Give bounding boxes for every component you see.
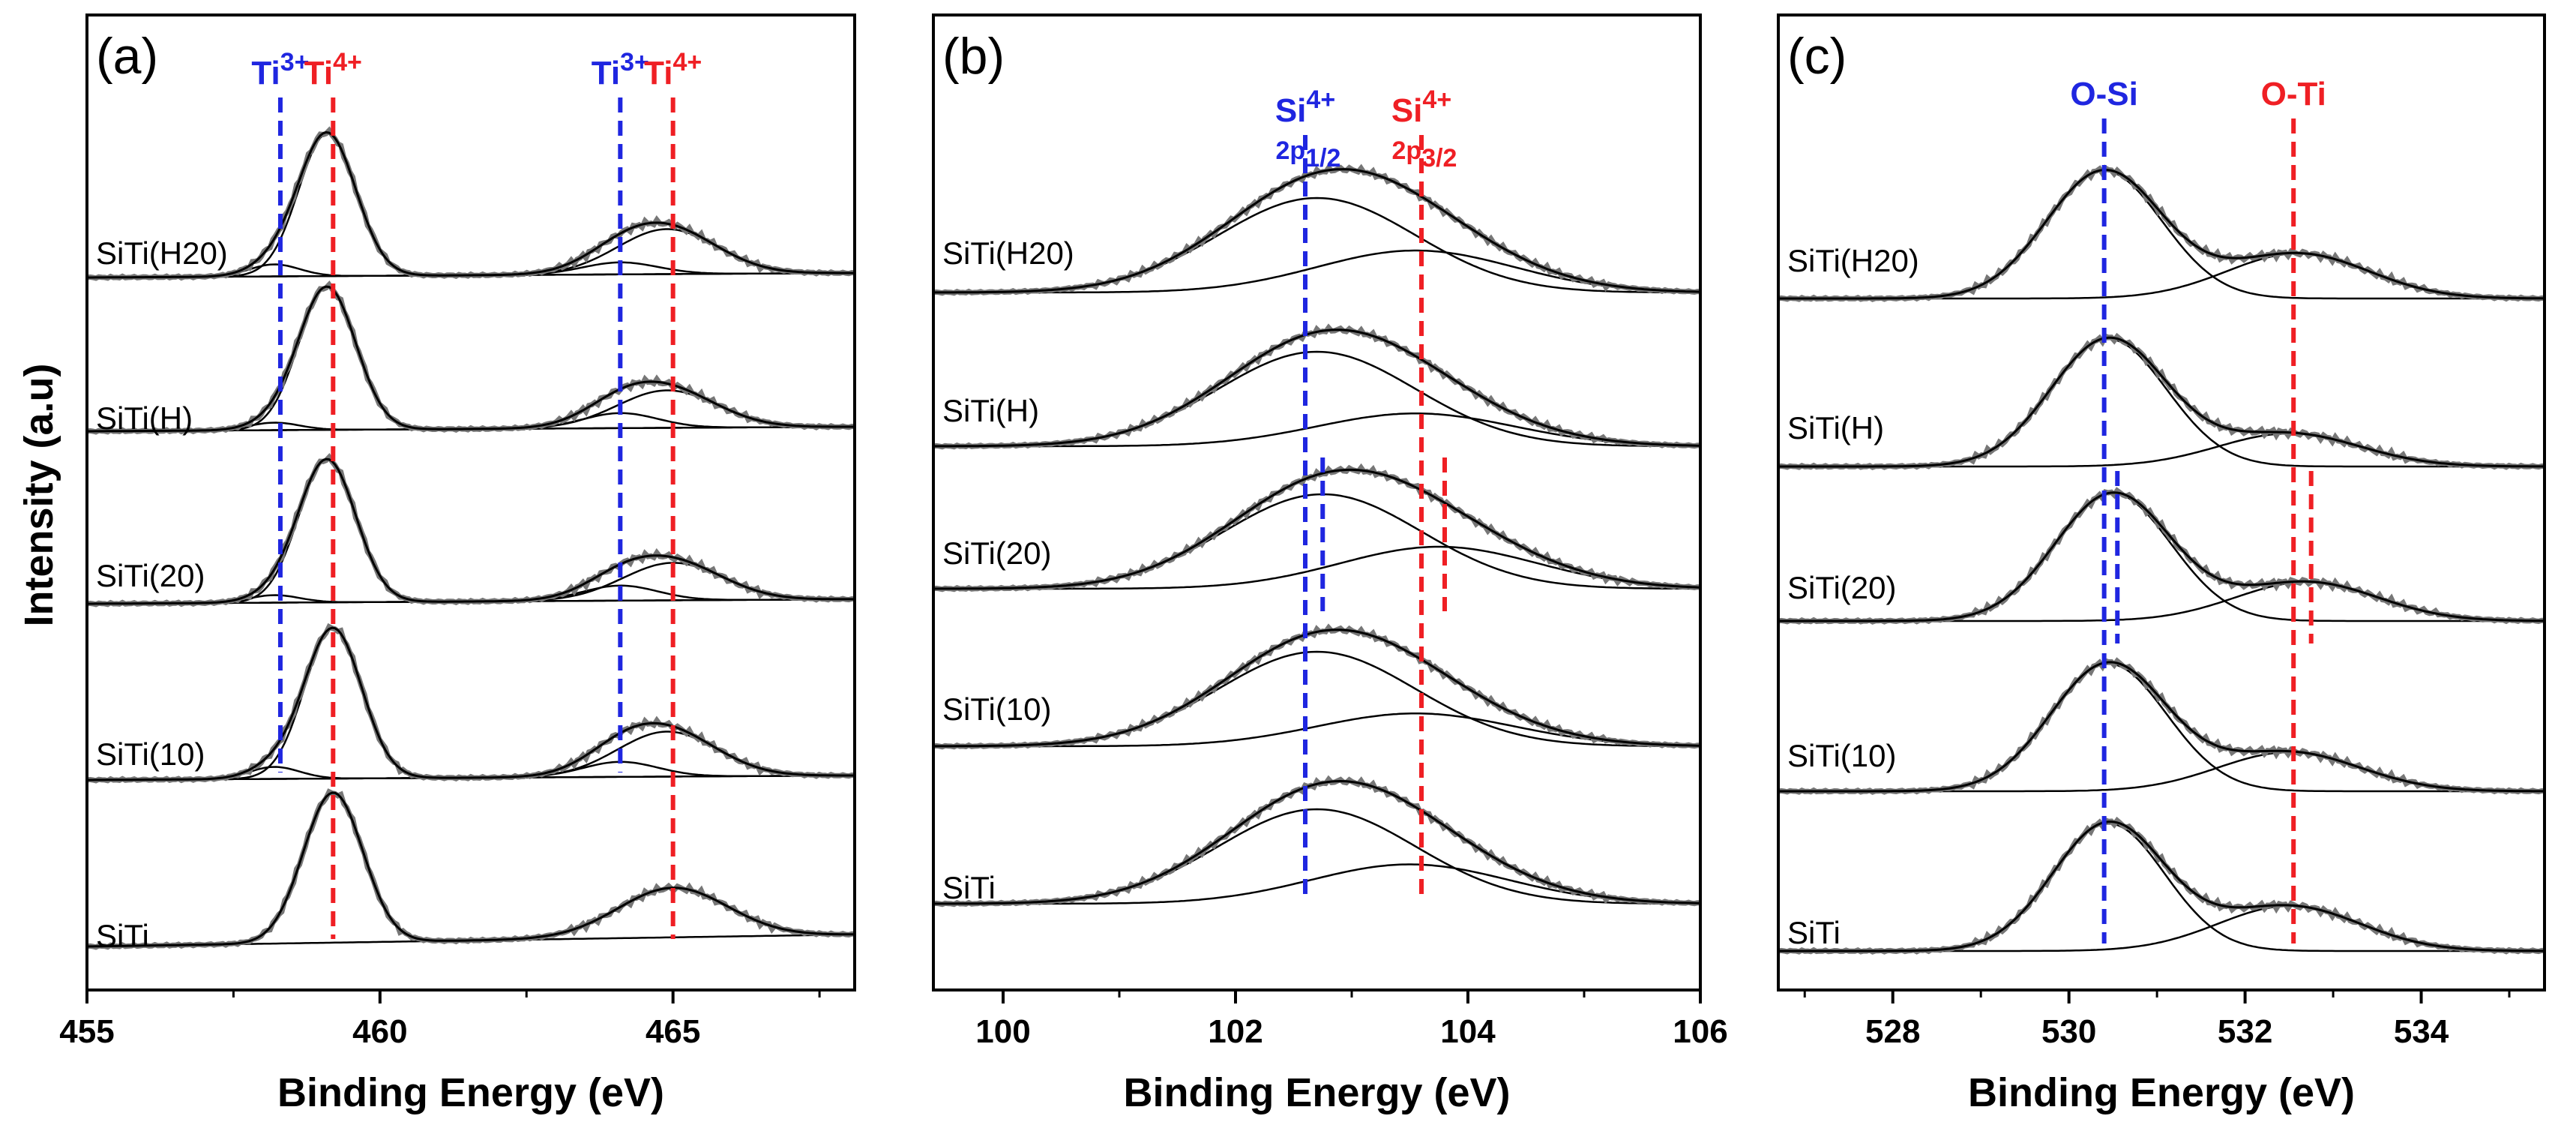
peak-label: Si4+ <box>1275 86 1335 129</box>
sample-label: SiTi(H20) <box>942 236 1074 271</box>
envelope-curve-SiTi <box>933 775 1700 908</box>
envelope-curve-SiTi(H) <box>1778 332 2545 470</box>
envelope-curve-SiTi <box>87 788 855 950</box>
peak-label: Ti3+ <box>251 48 309 92</box>
fit-curve-SiTi(20) <box>87 458 855 605</box>
component-curve-SiTi(H)-1 <box>933 412 1700 448</box>
panel-1: SiTi(H20) SiTi(H) SiTi(20) SiTi(10) SiTi Si4+… <box>932 14 1728 1115</box>
peak-label: Ti3+ <box>592 48 649 92</box>
envelope-curve-SiTi(H) <box>87 280 855 435</box>
plot-area <box>87 126 855 950</box>
panel-frame <box>932 14 1702 992</box>
fit-curve-SiTi <box>87 791 855 948</box>
x-tick-label: 100 <box>975 1013 1030 1050</box>
panel-frame <box>85 14 856 992</box>
fit-curve-SiTi(H) <box>933 328 1700 448</box>
envelope-curve-SiTi(H20) <box>933 164 1700 296</box>
panel-0: SiTi(H20) SiTi(H) SiTi(20) SiTi(10) SiTi Ti3+… <box>59 14 856 1115</box>
panel-letter: (a) <box>96 28 158 85</box>
x-tick-label: 104 <box>1440 1013 1496 1050</box>
x-tick-label: 465 <box>645 1013 700 1050</box>
envelope-curve-SiTi <box>1778 816 2545 955</box>
sample-label: SiTi(H) <box>96 400 193 436</box>
fit-curve-SiTi(10) <box>87 626 855 782</box>
component-curve-SiTi-0 <box>87 791 855 948</box>
fit-curve-SiTi(H20) <box>1778 168 2545 300</box>
fit-curve-SiTi(H20) <box>87 130 855 279</box>
component-curve-SiTi(H)-2 <box>87 389 855 433</box>
x-tick-label: 460 <box>352 1013 407 1050</box>
panels: SiTi(H20) SiTi(H) SiTi(20) SiTi(10) SiTi Ti3+… <box>59 14 2546 1115</box>
peak-label: Ti4+ <box>304 48 362 92</box>
panel-frame <box>1777 14 2546 992</box>
fit-curve-SiTi <box>1778 820 2545 952</box>
plot-area <box>1778 164 2545 955</box>
x-axis-label: Binding Energy (eV) <box>277 1070 664 1115</box>
x-axis-label: Binding Energy (eV) <box>1968 1070 2355 1115</box>
component-curve-SiTi-1 <box>933 863 1700 905</box>
peak-label: Si4+ <box>1391 86 1451 129</box>
fit-curve-SiTi(10) <box>1778 661 2545 793</box>
envelope-curve-SiTi(10) <box>933 623 1700 750</box>
component-curve-SiTi(H)-0 <box>87 286 855 433</box>
fit-curve-SiTi(H) <box>87 285 855 433</box>
panel-letter: (c) <box>1787 28 1847 85</box>
component-curve-SiTi-0 <box>1778 822 2545 952</box>
x-tick-label: 102 <box>1208 1013 1263 1050</box>
sample-label: SiTi <box>942 870 996 905</box>
component-curve-SiTi(H20)-0 <box>1778 170 2545 300</box>
sample-label: SiTi(H20) <box>96 236 228 271</box>
component-curve-SiTi(H)-0 <box>933 350 1700 448</box>
component-curve-SiTi-0 <box>933 808 1700 905</box>
x-tick-label: 455 <box>59 1013 114 1050</box>
x-tick-label: 528 <box>1865 1013 1920 1050</box>
fit-curve-SiTi(20) <box>1778 491 2545 622</box>
envelope-curve-SiTi(H) <box>933 323 1700 450</box>
sample-label: SiTi(H20) <box>1787 243 1919 278</box>
x-axis-label: Binding Energy (eV) <box>1123 1070 1510 1115</box>
peak-label: Ti4+ <box>644 48 702 92</box>
fit-curve-SiTi(H20) <box>933 168 1700 294</box>
sample-label: SiTi(10) <box>942 692 1051 727</box>
fit-curve-SiTi <box>933 779 1700 905</box>
x-tick-label: 530 <box>2041 1013 2096 1050</box>
x-tick-label: 534 <box>2394 1013 2449 1050</box>
sample-label: SiTi <box>96 918 149 953</box>
sample-label: SiTi(10) <box>1787 738 1896 773</box>
x-tick-label: 532 <box>2218 1013 2272 1050</box>
panel-letter: (b) <box>942 28 1005 85</box>
orbital-label: 2p1/2 <box>1276 136 1341 172</box>
fit-curve-SiTi(10) <box>933 628 1700 748</box>
component-curve-SiTi(H)-0 <box>1778 338 2545 468</box>
fit-curve-SiTi(H) <box>1778 336 2545 468</box>
sample-label: SiTi(H) <box>942 393 1039 428</box>
plot-area <box>933 164 1700 908</box>
envelope-curve-SiTi(H20) <box>1778 164 2545 302</box>
peak-label: O-Si <box>2070 76 2137 112</box>
peak-label: O-Ti <box>2261 76 2326 112</box>
sample-label: SiTi(20) <box>96 558 205 593</box>
panel-2: SiTi(H20) SiTi(H) SiTi(20) SiTi(10) SiTi O-Si… <box>1777 14 2546 1115</box>
y-axis-label: Intensity (a.u) <box>16 363 61 626</box>
sample-label: SiTi(H) <box>1787 410 1884 446</box>
orbital-label: 2p3/2 <box>1392 136 1457 172</box>
x-tick-label: 106 <box>1673 1013 1727 1050</box>
sample-label: SiTi <box>1787 915 1841 950</box>
fit-curve-SiTi(20) <box>933 468 1700 590</box>
sample-label: SiTi(20) <box>942 536 1051 571</box>
sample-label: SiTi(20) <box>1787 570 1896 605</box>
sample-label: SiTi(10) <box>96 736 205 772</box>
